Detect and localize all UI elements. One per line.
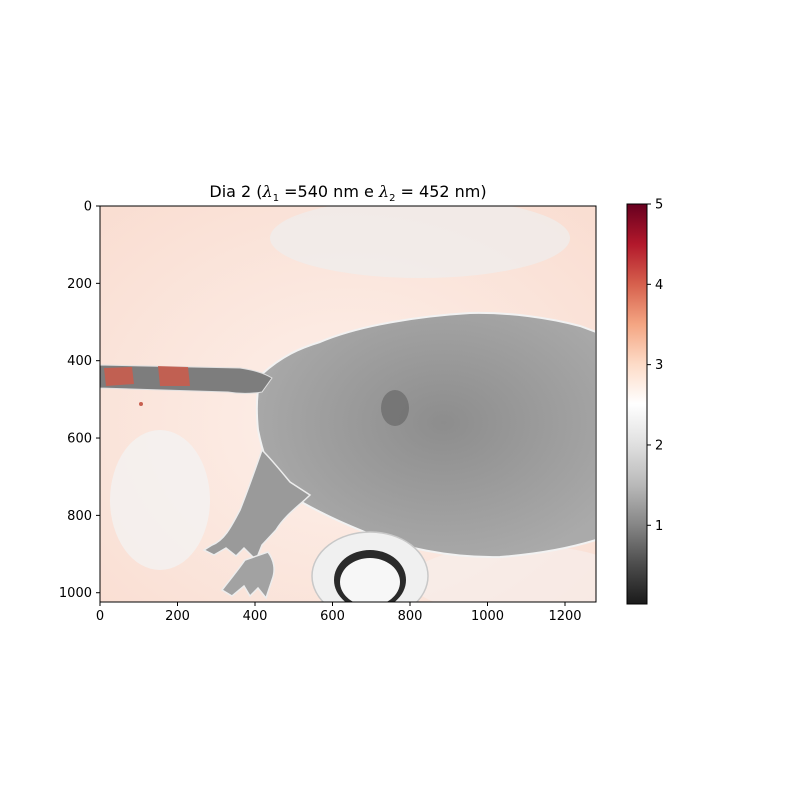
colorbar-tick-label: 3 [655, 358, 663, 373]
chart-title: Dia 2 (λ1 =540 nm e λ2 = 452 nm) [209, 182, 486, 204]
animal-hind-leg [202, 448, 312, 562]
x-tick-label: 800 [398, 609, 423, 624]
y-tick-label: 400 [67, 354, 92, 369]
colorbar [626, 203, 648, 605]
colorbar-axis: 1 2 3 4 5 [647, 198, 663, 534]
y-tick-label: 800 [67, 509, 92, 524]
x-tick-label: 0 [96, 609, 104, 624]
tail-red-patch-1 [104, 367, 134, 386]
y-tick-label: 1000 [59, 586, 92, 601]
light-region-left [110, 430, 210, 570]
x-tick-label: 600 [320, 609, 345, 624]
red-dot [139, 402, 143, 406]
body-dark-spot [381, 390, 409, 426]
x-tick-label: 1000 [471, 609, 504, 624]
x-tick-label: 1200 [548, 609, 581, 624]
y-tick-label: 0 [84, 200, 92, 215]
colorbar-tick-label: 4 [655, 278, 663, 293]
animal-front-leg [220, 551, 275, 600]
light-region-right [410, 545, 596, 602]
colorbar-tick-label: 2 [655, 438, 663, 453]
y-tick-label: 200 [67, 277, 92, 292]
x-tick-label: 200 [165, 609, 190, 624]
colorbar-tick-label: 5 [655, 198, 663, 213]
tail-red-patch-2 [158, 366, 190, 386]
x-axis: 0 200 400 600 800 1000 1200 [96, 602, 582, 624]
heatmap-image [100, 206, 596, 602]
x-tick-label: 400 [243, 609, 268, 624]
y-axis: 0 200 400 600 800 1000 [59, 200, 100, 601]
colorbar-tick-label: 1 [655, 519, 663, 534]
dish-inner [340, 558, 400, 602]
axes-frame [99, 205, 597, 603]
y-tick-label: 600 [67, 432, 92, 447]
light-region-top [270, 206, 570, 278]
